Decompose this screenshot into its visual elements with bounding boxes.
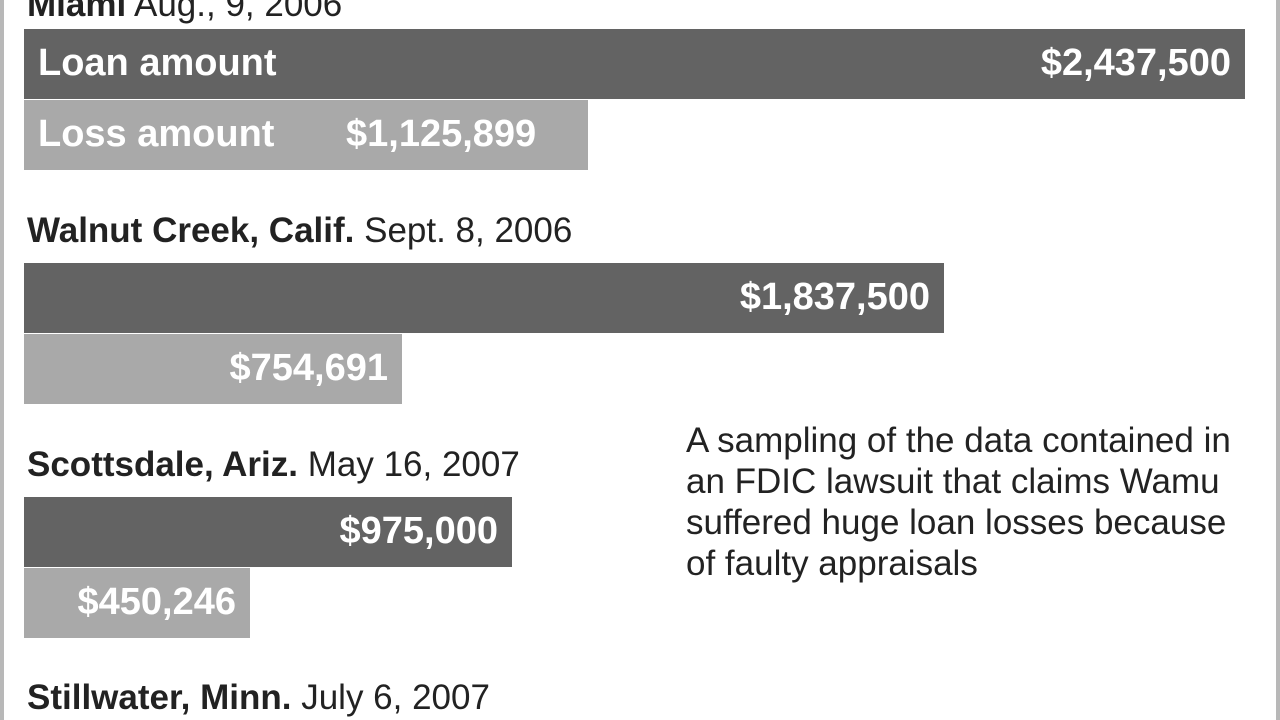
group-date: May 16, 2007 [298, 445, 520, 484]
right-border [1276, 0, 1280, 720]
loss-bar: Loss amount $1,125,899 [24, 100, 588, 170]
loan-bar: $975,000 [24, 497, 512, 567]
left-border [0, 0, 4, 720]
loan-value-label: $2,437,500 [1040, 42, 1231, 84]
group-heading: Walnut Creek, Calif. Sept. 8, 2006 [27, 213, 572, 248]
group-city: Miami [27, 0, 127, 24]
group-city: Scottsdale, Ariz. [27, 445, 298, 484]
loss-value-label: $754,691 [229, 347, 389, 389]
loan-value-label: $1,837,500 [739, 276, 930, 318]
annotation-note: A sampling of the data contained in an F… [686, 421, 1231, 583]
loan-bar: $1,837,500 [24, 263, 944, 333]
group-heading: Miami Aug., 9, 2006 [27, 0, 342, 22]
group-heading: Stillwater, Minn. July 6, 2007 [27, 680, 490, 715]
loan-value-label: $975,000 [339, 510, 499, 552]
loss-bar: $450,246 [24, 568, 250, 638]
loss-value-label: $450,246 [77, 581, 237, 623]
loss-value-label: $1,125,899 [346, 113, 537, 155]
loan-series-label: Loan amount [38, 42, 277, 84]
group-date: Sept. 8, 2006 [354, 211, 573, 250]
loan-bar: Loan amount $2,437,500 [24, 29, 1245, 99]
group-date: Aug., 9, 2006 [126, 0, 343, 24]
loss-series-label: Loss amount [38, 113, 275, 155]
group-date: July 6, 2007 [291, 678, 490, 717]
group-city: Walnut Creek, Calif. [27, 211, 355, 250]
group-city: Stillwater, Minn. [27, 678, 292, 717]
loss-bar: $754,691 [24, 334, 402, 404]
group-heading: Scottsdale, Ariz. May 16, 2007 [27, 447, 520, 482]
